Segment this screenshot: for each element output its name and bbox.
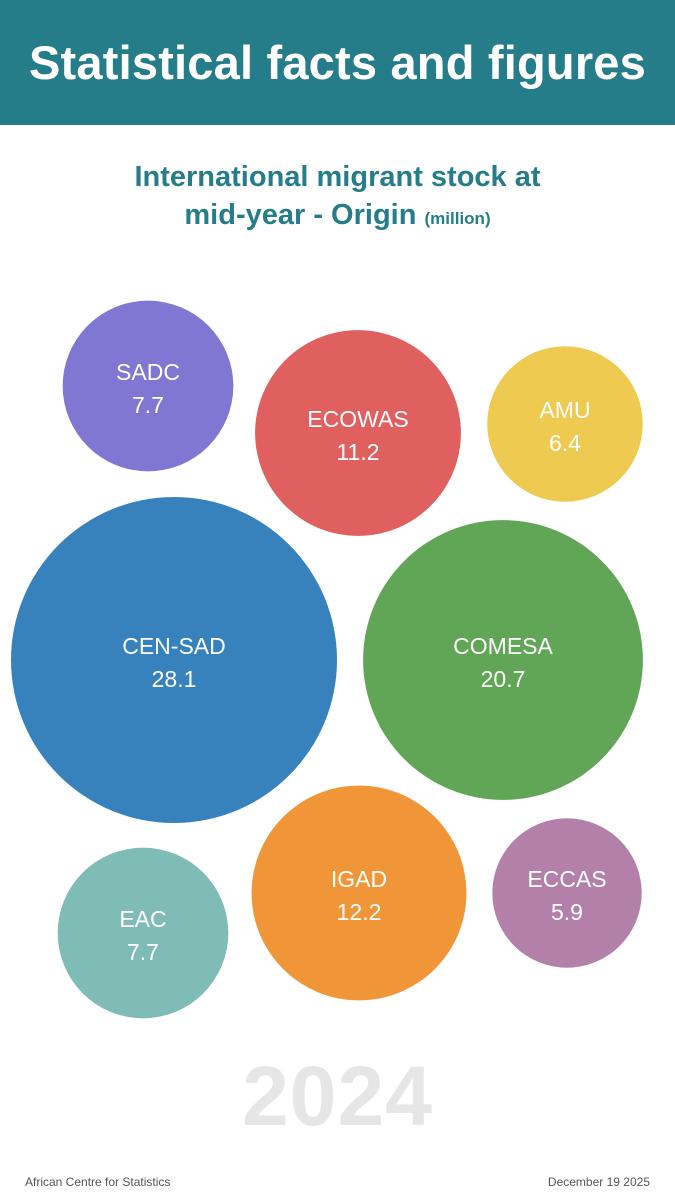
bubble-value-comesa: 20.7 xyxy=(481,666,526,692)
bubble-eac: EAC 7.7 xyxy=(57,847,229,1019)
bubble-label-igad: IGAD xyxy=(331,866,387,892)
bubble-sadc: SADC 7.7 xyxy=(62,300,234,472)
chart-title-line1: International migrant stock at xyxy=(134,161,541,193)
bubble-label-cen-sad: CEN-SAD xyxy=(122,633,226,659)
bubble-comesa: COMESA 20.7 xyxy=(363,520,643,800)
bubble-igad: IGAD 12.2 xyxy=(251,785,467,1001)
footer-date: December 19 2025 xyxy=(547,1175,650,1189)
bubble-circle-eccas xyxy=(492,818,642,968)
bubble-eccas: ECCAS 5.9 xyxy=(492,818,642,968)
bubble-value-cen-sad: 28.1 xyxy=(152,666,197,692)
bubble-circle-amu xyxy=(487,346,643,502)
bubble-circle-comesa xyxy=(363,520,643,800)
bubble-label-ecowas: ECOWAS xyxy=(307,406,408,432)
bubble-label-comesa: COMESA xyxy=(453,633,553,659)
year-watermark: 2024 xyxy=(242,1049,433,1143)
bubble-value-igad: 12.2 xyxy=(337,899,382,925)
bubble-circle-sadc xyxy=(62,300,234,472)
bubble-value-eccas: 5.9 xyxy=(551,899,583,925)
bubble-label-eac: EAC xyxy=(119,906,166,932)
bubble-label-amu: AMU xyxy=(539,397,590,423)
bubble-circle-cen-sad xyxy=(11,497,337,823)
bubble-value-amu: 6.4 xyxy=(549,430,581,456)
bubble-circle-ecowas xyxy=(255,330,461,536)
chart-title-line2: mid-year - Origin xyxy=(184,199,417,231)
bubble-value-eac: 7.7 xyxy=(127,939,159,965)
bubble-cen-sad: CEN-SAD 28.1 xyxy=(11,497,337,823)
bubble-circle-eac xyxy=(57,847,229,1019)
bubble-label-sadc: SADC xyxy=(116,359,180,385)
header-banner: Statistical facts and figures xyxy=(0,0,675,125)
bubble-amu: AMU 6.4 xyxy=(487,346,643,502)
bubble-ecowas: ECOWAS 11.2 xyxy=(255,330,461,536)
bubble-value-ecowas: 11.2 xyxy=(336,439,379,465)
bubble-label-eccas: ECCAS xyxy=(527,866,606,892)
bubble-value-sadc: 7.7 xyxy=(132,392,164,418)
banner-title: Statistical facts and figures xyxy=(29,36,646,89)
bubble-circle-igad xyxy=(251,785,467,1001)
footer-source: African Centre for Statistics xyxy=(25,1175,171,1189)
chart-title-unit: (million) xyxy=(424,209,491,228)
chart-title: International migrant stock at mid-year … xyxy=(0,158,675,238)
